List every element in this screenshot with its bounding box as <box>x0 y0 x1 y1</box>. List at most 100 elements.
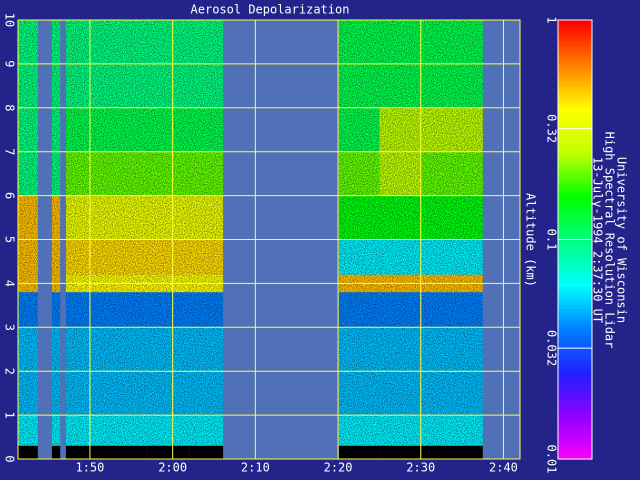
speckle <box>106 151 148 196</box>
ground-strip <box>65 445 107 459</box>
colorbar-segment <box>558 52 592 58</box>
colorbar-segment <box>558 188 592 193</box>
colorbar-segment <box>558 407 592 413</box>
speckle <box>65 327 107 372</box>
speckle <box>189 415 224 446</box>
colorbar-segment <box>558 122 592 127</box>
colorbar-segment <box>558 162 592 167</box>
speckle <box>106 415 148 446</box>
colorbar-segment <box>558 27 592 32</box>
colorbar-segment <box>558 440 592 445</box>
speckle <box>51 371 61 416</box>
colorbar-segment <box>558 385 592 391</box>
speckle <box>65 292 107 328</box>
speckle <box>379 327 421 372</box>
colorbar-segment <box>558 85 592 91</box>
speckle <box>106 195 148 240</box>
speckle <box>51 415 61 446</box>
speckle <box>18 195 38 240</box>
colorbar-segment <box>558 389 592 394</box>
speckle <box>51 239 61 275</box>
colorbar-segment <box>558 202 592 208</box>
x-tick-label: 2:30 <box>406 461 435 475</box>
speckle <box>189 371 224 416</box>
colorbar-segment <box>558 71 592 76</box>
colorbar-segment <box>558 217 592 222</box>
ground-strip <box>147 445 190 459</box>
colorbar-segment <box>558 184 592 189</box>
y-tick-label: 5 <box>3 236 17 243</box>
speckle <box>420 292 483 328</box>
colorbar-segment <box>558 96 592 102</box>
ground-strip <box>18 445 38 459</box>
speckle <box>147 371 190 416</box>
colorbar-tick-label: 0.01 <box>545 445 559 474</box>
colorbar-segment <box>558 327 592 332</box>
colorbar-segment <box>558 100 592 105</box>
x-tick-label: 2:40 <box>489 461 518 475</box>
speckle <box>106 107 148 152</box>
colorbar-segment <box>558 371 592 376</box>
speckle <box>147 151 190 196</box>
colorbar-segment <box>558 41 592 47</box>
colorbar-segment <box>558 374 592 380</box>
side-text: University of Wisconsin <box>615 157 629 323</box>
x-tick-label: 2:10 <box>241 461 270 475</box>
speckle <box>65 239 107 275</box>
y-tick-label: 4 <box>3 280 17 287</box>
speckle <box>147 107 190 152</box>
speckle <box>106 371 148 416</box>
chart-title: Aerosol Depolarization <box>191 3 350 17</box>
colorbar-segment <box>558 243 592 248</box>
colorbar-segment <box>558 298 592 303</box>
speckle <box>51 292 61 328</box>
ground-strip <box>189 445 224 459</box>
speckle <box>51 195 61 240</box>
x-tick-label: 1:50 <box>75 461 104 475</box>
colorbar-tick-label: 0.032 <box>545 330 559 366</box>
colorbar-segment <box>558 63 592 69</box>
colorbar-segment <box>558 301 592 306</box>
speckle <box>147 415 190 446</box>
colorbar-segment <box>558 272 592 277</box>
colorbar-tick-label: 1 <box>545 16 559 23</box>
x-tick-label: 2:00 <box>158 461 187 475</box>
speckle <box>189 327 224 372</box>
speckle <box>106 239 148 275</box>
colorbar-segment <box>558 34 592 39</box>
colorbar-segment <box>558 38 592 43</box>
colorbar-segment <box>558 129 592 135</box>
speckle <box>51 327 61 372</box>
colorbar-tick-label: 0.32 <box>545 114 559 143</box>
colorbar-segment <box>558 20 592 25</box>
speckle <box>379 151 421 196</box>
colorbar-segment <box>558 232 592 237</box>
speckle <box>338 195 380 240</box>
colorbar-tick-label: 0.1 <box>545 229 559 251</box>
colorbar-segment <box>558 228 592 233</box>
colorbar-segment <box>558 118 592 124</box>
speckle <box>338 107 380 152</box>
ground-strip <box>106 445 148 459</box>
speckle <box>338 292 380 328</box>
colorbar-segment <box>558 338 592 343</box>
y-tick-label: 7 <box>3 148 17 155</box>
colorbar-segment <box>558 279 592 284</box>
speckle <box>189 239 224 275</box>
colorbar-segment <box>558 148 592 153</box>
x-tick-label: 2:20 <box>324 461 353 475</box>
y-tick-label: 1 <box>3 411 17 418</box>
colorbar-segment <box>558 356 592 361</box>
speckle <box>420 151 483 196</box>
speckle <box>65 195 107 240</box>
colorbar-segment <box>558 422 592 427</box>
colorbar-segment <box>558 352 592 358</box>
colorbar-segment <box>558 166 592 171</box>
colorbar-segment <box>558 23 592 28</box>
speckle <box>379 195 421 240</box>
colorbar-segment <box>558 382 592 387</box>
speckle <box>18 292 38 328</box>
speckle <box>189 151 224 196</box>
colorbar-segment <box>558 82 592 87</box>
colorbar-segment <box>558 30 592 36</box>
